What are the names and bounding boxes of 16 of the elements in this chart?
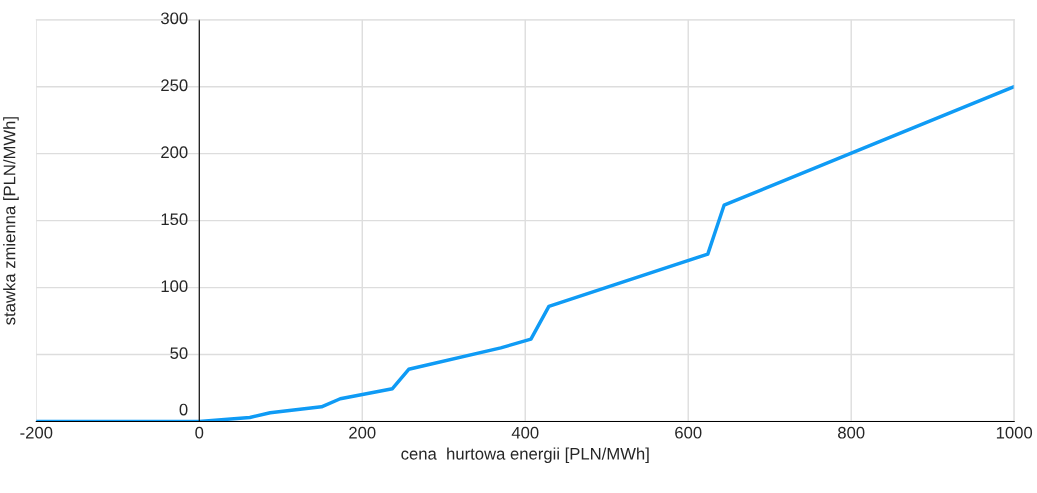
x-tick-label: 1000 [996, 426, 1033, 439]
y-tick-label: 300 [161, 12, 188, 25]
y-tick-label: 150 [161, 213, 188, 226]
y-tick-label: 250 [161, 79, 188, 92]
x-tick-label: 0 [195, 426, 204, 439]
x-tick-label: 800 [838, 426, 865, 439]
y-tick-label: 100 [161, 280, 188, 293]
x-tick-label: 600 [675, 426, 702, 439]
y-axis-title: stawka zmienna [PLN/MWh] [3, 117, 19, 325]
y-tick-label: 200 [161, 146, 188, 159]
x-tick-label: 400 [511, 426, 539, 439]
y-tick-label: 50 [170, 347, 188, 360]
x-tick-label: 200 [349, 426, 376, 439]
x-axis-title: cena hurtowa energii [PLN/MWh] [401, 447, 649, 463]
y-tick-label: 0 [179, 403, 188, 416]
x-tick-label: -200 [20, 426, 53, 439]
